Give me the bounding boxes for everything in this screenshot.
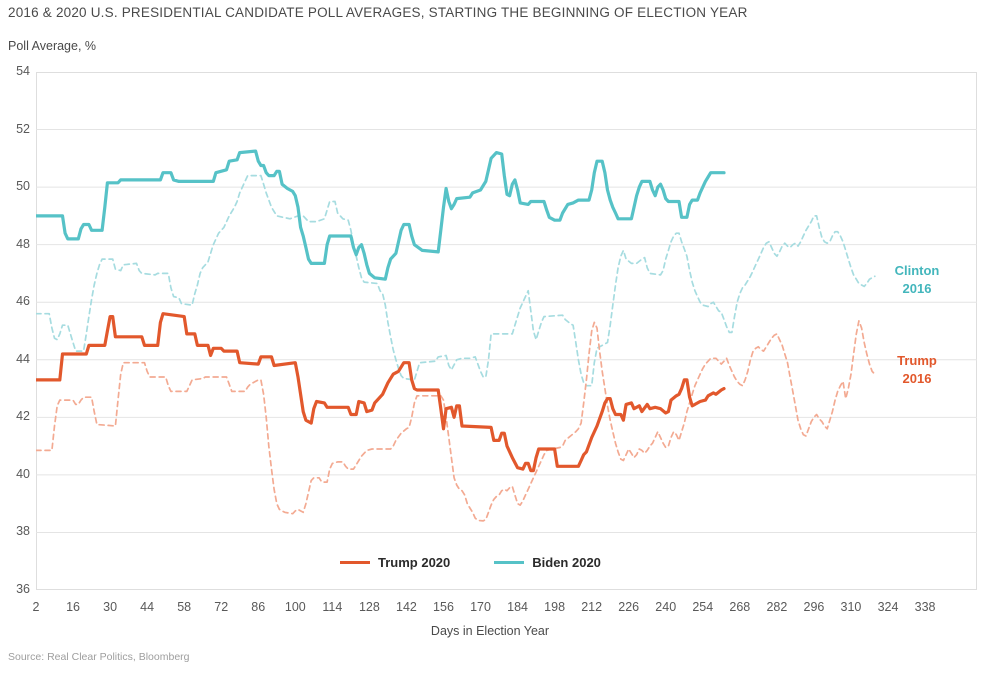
chart-legend: Trump 2020 Biden 2020 [340, 555, 601, 570]
x-tick-296: 296 [803, 600, 825, 614]
y-tick-52: 52 [16, 121, 30, 136]
plot-frame [36, 72, 977, 590]
legend-item-biden-2020: Biden 2020 [494, 555, 601, 570]
x-tick-86: 86 [251, 600, 266, 614]
biden-2020-line-swatch [494, 561, 525, 564]
x-tick-30: 30 [103, 600, 118, 614]
legend-item-trump-2020: Trump 2020 [340, 555, 450, 570]
x-axis-title: Days in Election Year [430, 624, 550, 638]
trump-2016-line [36, 320, 876, 522]
x-tick-156: 156 [433, 600, 454, 614]
x-tick-16: 16 [66, 600, 80, 614]
y-axis-unit-label: Poll Average, % [8, 39, 97, 53]
y-tick-50: 50 [16, 179, 30, 194]
y-tick-42: 42 [16, 409, 30, 424]
legend-label-biden-2020: Biden 2020 [532, 555, 601, 570]
plot-area [36, 72, 977, 590]
y-tick-48: 48 [16, 236, 30, 251]
x-tick-212: 212 [581, 600, 603, 614]
x-tick-114: 114 [322, 600, 343, 614]
trump-2020-line-swatch [340, 561, 370, 564]
y-tick-36: 36 [16, 582, 30, 596]
trump-2020-line [36, 312, 726, 473]
x-tick-128: 128 [358, 600, 380, 614]
source-note: Source: Real Clear Politics, Bloomberg [8, 651, 190, 663]
y-tick-44: 44 [16, 351, 30, 366]
x-tick-324: 324 [877, 600, 899, 614]
x-tick-184: 184 [507, 600, 528, 614]
y-tick-40: 40 [16, 466, 30, 481]
y-tick-54: 54 [16, 64, 30, 78]
x-tick-44: 44 [140, 600, 155, 614]
x-tick-2: 2 [32, 600, 40, 614]
legend-label-trump-2020: Trump 2020 [378, 555, 451, 570]
x-tick-100: 100 [284, 600, 306, 614]
y-tick-46: 46 [16, 294, 30, 309]
annotation-clinton-2016: Clinton 2016 [894, 263, 940, 297]
x-tick-142: 142 [396, 600, 417, 614]
x-tick-170: 170 [470, 600, 491, 614]
chart-title: 2016 & 2020 U.S. PRESIDENTIAL CANDIDATE … [8, 5, 748, 20]
x-tick-226: 226 [618, 600, 640, 614]
annotation-trump-2016: Trump 2016 [897, 353, 937, 387]
clinton-2016-line [36, 174, 876, 387]
x-tick-254: 254 [692, 600, 714, 614]
x-tick-282: 282 [766, 600, 788, 614]
y-tick-38: 38 [16, 524, 30, 539]
x-tick-310: 310 [840, 600, 862, 614]
biden-2020-line [36, 149, 726, 281]
x-tick-240: 240 [655, 600, 677, 614]
x-tick-72: 72 [214, 600, 229, 614]
x-tick-198: 198 [544, 600, 566, 614]
x-tick-58: 58 [177, 600, 192, 614]
x-tick-338: 338 [914, 600, 936, 614]
x-tick-268: 268 [729, 600, 751, 614]
